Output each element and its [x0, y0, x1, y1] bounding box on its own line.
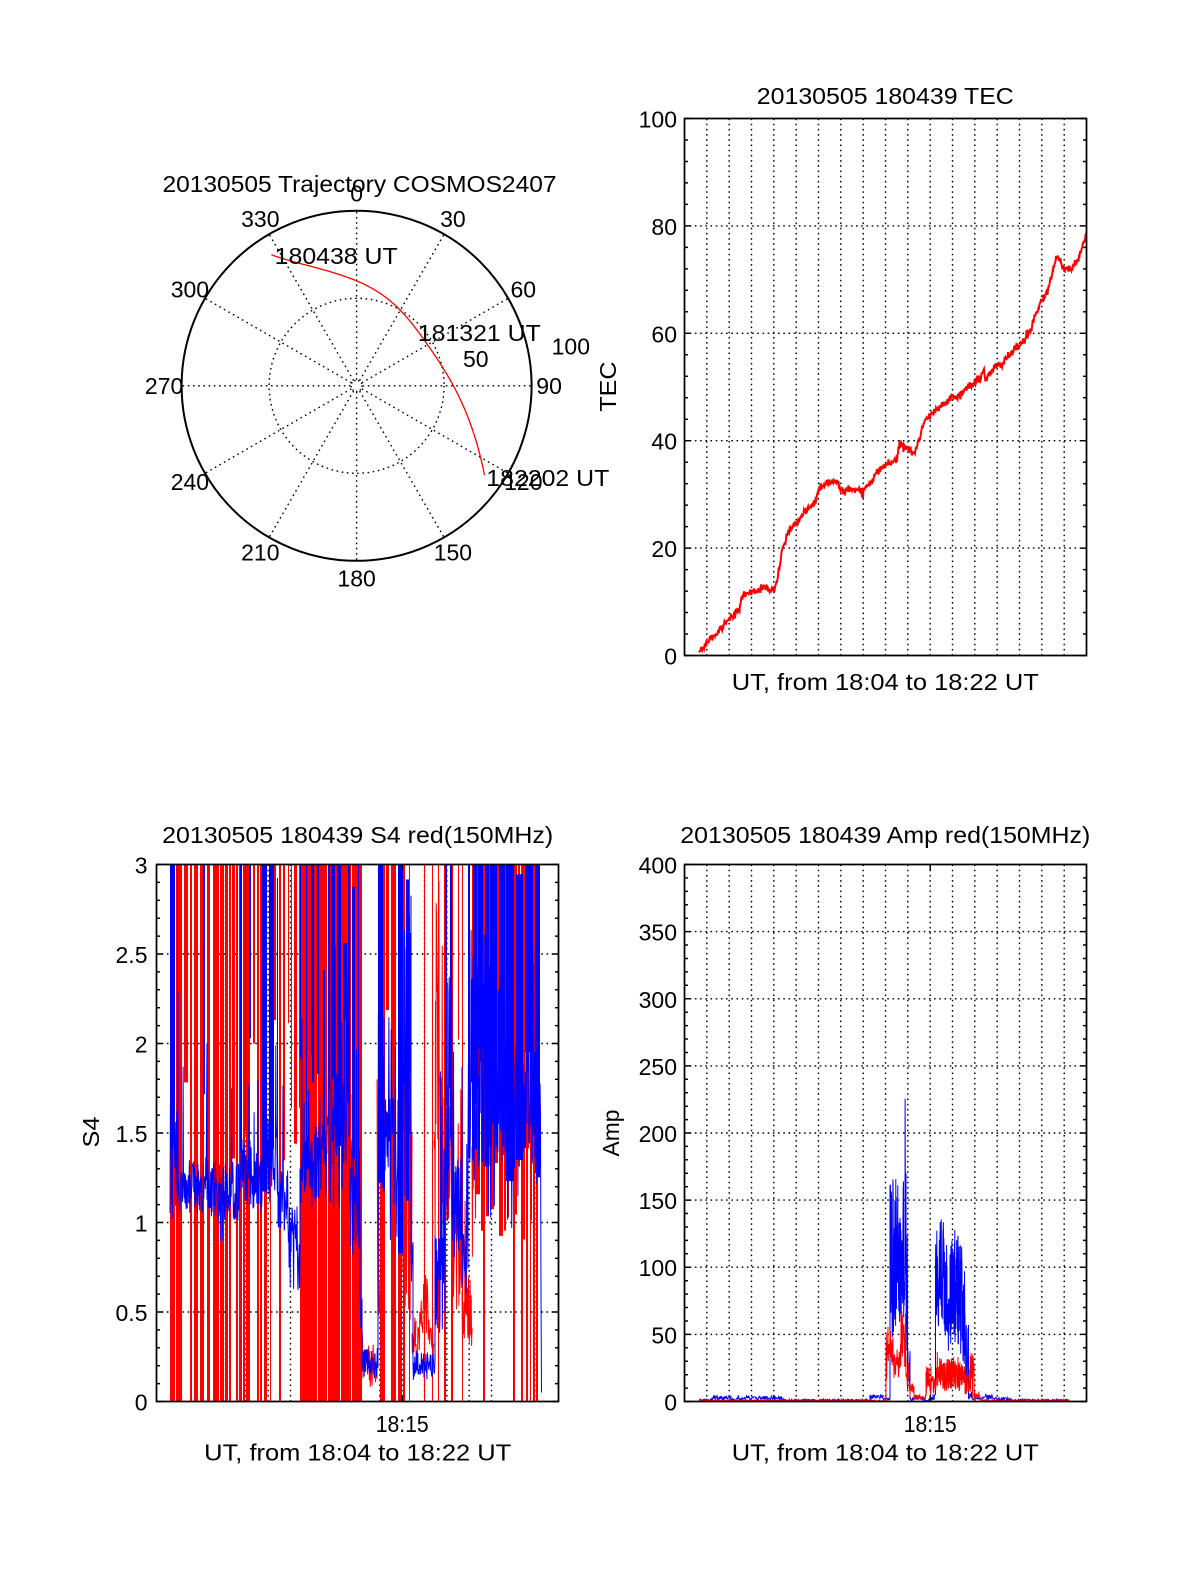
svg-text:90: 90	[536, 373, 562, 399]
svg-text:300: 300	[171, 277, 209, 303]
svg-text:120: 120	[504, 469, 542, 495]
svg-text:210: 210	[241, 540, 279, 566]
svg-text:0: 0	[664, 1390, 677, 1416]
svg-text:20130505 180439 TEC: 20130505 180439 TEC	[757, 83, 1014, 109]
svg-text:300: 300	[639, 987, 677, 1013]
svg-text:20130505 180439 S4 red(150MHz): 20130505 180439 S4 red(150MHz)	[162, 822, 553, 848]
svg-text:270: 270	[145, 373, 183, 399]
svg-text:30: 30	[440, 206, 466, 232]
svg-text:100: 100	[639, 107, 677, 133]
svg-text:0.5: 0.5	[116, 1300, 148, 1326]
svg-text:20: 20	[651, 536, 677, 562]
svg-text:2.5: 2.5	[116, 942, 148, 968]
svg-text:40: 40	[651, 429, 677, 455]
svg-text:1: 1	[135, 1211, 148, 1237]
svg-text:180438 UT: 180438 UT	[275, 243, 398, 269]
svg-text:UT, from 18:04 to 18:22 UT: UT, from 18:04 to 18:22 UT	[204, 1440, 511, 1466]
svg-text:182202 UT: 182202 UT	[486, 465, 609, 491]
svg-text:20130505 180439 Amp red(150MHz: 20130505 180439 Amp red(150MHz)	[680, 822, 1090, 848]
svg-text:181321 UT: 181321 UT	[418, 320, 541, 346]
svg-text:80: 80	[651, 214, 677, 240]
svg-text:0: 0	[135, 1390, 148, 1416]
svg-text:50: 50	[463, 346, 489, 372]
svg-text:18:15: 18:15	[904, 1411, 957, 1437]
svg-text:20130505 Trajectory COSMOS2407: 20130505 Trajectory COSMOS2407	[163, 171, 557, 197]
svg-text:180: 180	[337, 565, 375, 591]
svg-text:UT, from 18:04 to 18:22 UT: UT, from 18:04 to 18:22 UT	[732, 669, 1039, 695]
svg-text:350: 350	[639, 920, 677, 946]
svg-text:150: 150	[434, 540, 472, 566]
svg-text:3: 3	[135, 853, 148, 879]
svg-text:2: 2	[135, 1032, 148, 1058]
svg-text:240: 240	[171, 469, 209, 495]
svg-text:100: 100	[552, 334, 590, 360]
svg-text:150: 150	[639, 1188, 677, 1214]
svg-text:Amp: Amp	[598, 1110, 624, 1157]
svg-text:60: 60	[511, 277, 537, 303]
svg-text:60: 60	[651, 321, 677, 347]
svg-text:1.5: 1.5	[116, 1121, 148, 1147]
svg-text:UT, from 18:04 to 18:22 UT: UT, from 18:04 to 18:22 UT	[732, 1440, 1039, 1466]
svg-text:400: 400	[639, 853, 677, 879]
svg-text:250: 250	[639, 1054, 677, 1080]
svg-text:S4: S4	[78, 1116, 104, 1147]
svg-text:0: 0	[664, 644, 677, 670]
svg-text:200: 200	[639, 1121, 677, 1147]
svg-text:18:15: 18:15	[376, 1411, 429, 1437]
svg-text:330: 330	[241, 206, 279, 232]
svg-text:0: 0	[350, 180, 363, 206]
svg-text:TEC: TEC	[595, 362, 621, 412]
svg-text:100: 100	[639, 1255, 677, 1281]
svg-text:50: 50	[651, 1322, 677, 1348]
